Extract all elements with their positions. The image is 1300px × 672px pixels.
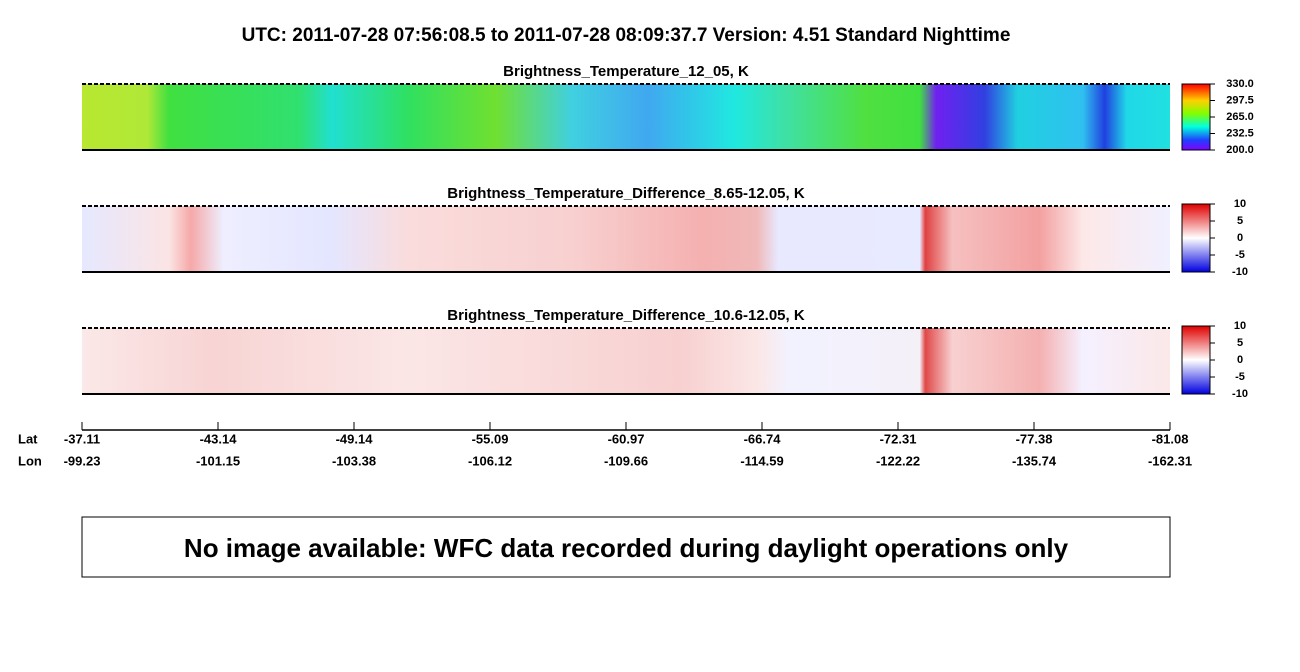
panel-title: Brightness_Temperature_Difference_8.65-1… [447, 185, 805, 202]
colorbar-tick-label: -10 [1232, 388, 1248, 400]
lon-label: Lon [18, 453, 42, 468]
colorbar-tick-label: -5 [1235, 249, 1245, 261]
image-strip [82, 206, 1170, 272]
colorbar-tick-label: 0 [1237, 232, 1243, 244]
colorbar-tick-label: 297.5 [1226, 94, 1254, 106]
lon-tick-label: -135.74 [1012, 453, 1057, 468]
lon-tick-label: -114.59 [740, 453, 783, 468]
colorbar-tick-label: 232.5 [1226, 127, 1254, 139]
lat-tick-label: -49.14 [336, 431, 374, 446]
lon-tick-label: -162.31 [1148, 453, 1192, 468]
lon-tick-label: -103.38 [332, 453, 376, 468]
lon-tick-label: -109.66 [604, 453, 648, 468]
lon-tick-label: -122.22 [876, 453, 920, 468]
panel [82, 83, 1211, 151]
lat-tick-label: -66.74 [744, 431, 782, 446]
colorbar-tick-label: 10 [1234, 320, 1246, 332]
colorbar-tick-label: -5 [1235, 371, 1245, 383]
colorbar [1181, 83, 1211, 151]
colorbar-tick-label: 265.0 [1226, 111, 1254, 123]
lat-label: Lat [18, 431, 38, 446]
lon-tick-label: -101.15 [196, 453, 240, 468]
colorbar-tick-label: 5 [1237, 215, 1243, 227]
colorbar-tick-label: 330.0 [1226, 78, 1254, 90]
colorbar-tick-label: 5 [1237, 337, 1243, 349]
colorbar-tick-label: 200.0 [1226, 144, 1254, 156]
message: No image available: WFC data recorded du… [184, 533, 1069, 563]
lat-tick-label: -43.14 [200, 431, 238, 446]
image-strip [82, 328, 1170, 394]
lat-tick-label: -81.08 [1152, 431, 1189, 446]
lat-tick-label: -37.11 [64, 431, 100, 446]
lon-tick-label: -106.12 [468, 453, 512, 468]
colorbar [1181, 203, 1211, 273]
message-box [81, 516, 1171, 578]
panel [82, 325, 1211, 395]
lon-tick-label: -99.23 [64, 453, 101, 468]
lat-tick-label: -77.38 [1016, 431, 1053, 446]
page-title: UTC: 2011-07-28 07:56:08.5 to 2011-07-28… [242, 25, 1011, 46]
lat-tick-label: -72.31 [880, 431, 917, 446]
panel-title: Brightness_Temperature_12_05, K [503, 63, 749, 80]
colorbar-tick-label: -10 [1232, 266, 1248, 278]
colorbar [1181, 325, 1211, 395]
lat-tick-label: -55.09 [472, 431, 509, 446]
panel [82, 203, 1211, 273]
colorbar-tick-label: 10 [1234, 198, 1246, 210]
panel-title: Brightness_Temperature_Difference_10.6-1… [447, 307, 805, 324]
colorbar-tick-label: 0 [1237, 354, 1243, 366]
image-strip [82, 84, 1170, 150]
lat-tick-label: -60.97 [608, 431, 645, 446]
